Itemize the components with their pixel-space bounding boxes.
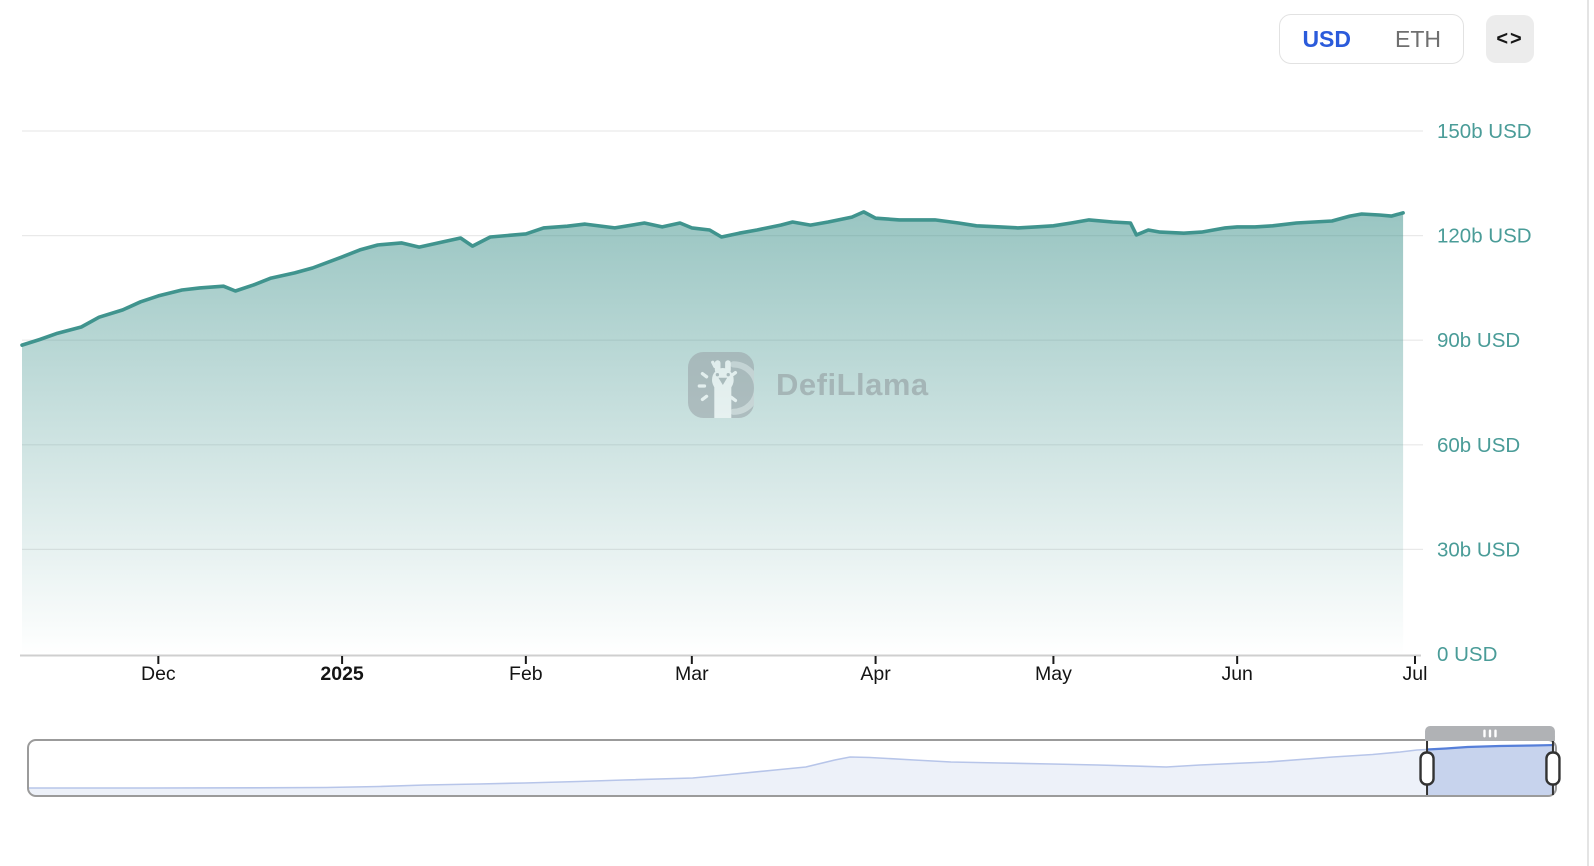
y-tick-label: 30b USD xyxy=(1437,538,1520,561)
y-tick-label: 0 USD xyxy=(1437,643,1497,666)
brush-left-handle[interactable] xyxy=(1419,751,1435,786)
tvl-area-series[interactable] xyxy=(20,210,1405,655)
x-tick-label: Mar xyxy=(675,663,709,685)
embed-code-icon: <> xyxy=(1496,27,1524,50)
brush-right-handle[interactable] xyxy=(1545,751,1561,786)
y-tick-label: 120b USD xyxy=(1437,225,1532,248)
tvl-line xyxy=(20,210,1405,347)
navigator[interactable] xyxy=(27,726,1561,797)
drag-grip-icon xyxy=(1483,729,1486,738)
x-tick-label: Feb xyxy=(509,663,543,685)
drag-grip-icon xyxy=(1494,729,1497,738)
y-axis-labels: 150b USD 120b USD 90b USD 60b USD 30b USD 0 U… xyxy=(1437,120,1532,666)
tvl-area-fill xyxy=(22,211,1404,655)
currency-usd-button[interactable]: USD xyxy=(1280,18,1373,61)
navigator-minichart xyxy=(29,743,1555,795)
x-tick-label: Apr xyxy=(860,663,891,685)
embed-button[interactable]: <> xyxy=(1486,15,1534,63)
x-tick-label: May xyxy=(1035,663,1072,685)
x-tick-label: Dec xyxy=(141,663,176,685)
chart-controls: USD ETH <> xyxy=(1279,14,1534,64)
x-tick-label: Jul xyxy=(1403,663,1428,685)
currency-eth-button[interactable]: ETH xyxy=(1373,18,1463,61)
x-tick-label: 2025 xyxy=(320,663,364,685)
brush-drag-bar[interactable] xyxy=(1425,726,1555,741)
y-tick-label: 90b USD xyxy=(1437,329,1520,352)
y-tick-label: 60b USD xyxy=(1437,434,1520,457)
currency-toggle: USD ETH xyxy=(1279,14,1464,64)
x-tick-label: Jun xyxy=(1221,663,1252,685)
panel-divider xyxy=(1587,0,1589,866)
y-tick-label: 150b USD xyxy=(1437,120,1532,143)
x-axis: Dec 2025 Feb Mar Apr May Jun Jul xyxy=(20,654,1428,685)
drag-grip-icon xyxy=(1488,729,1492,738)
